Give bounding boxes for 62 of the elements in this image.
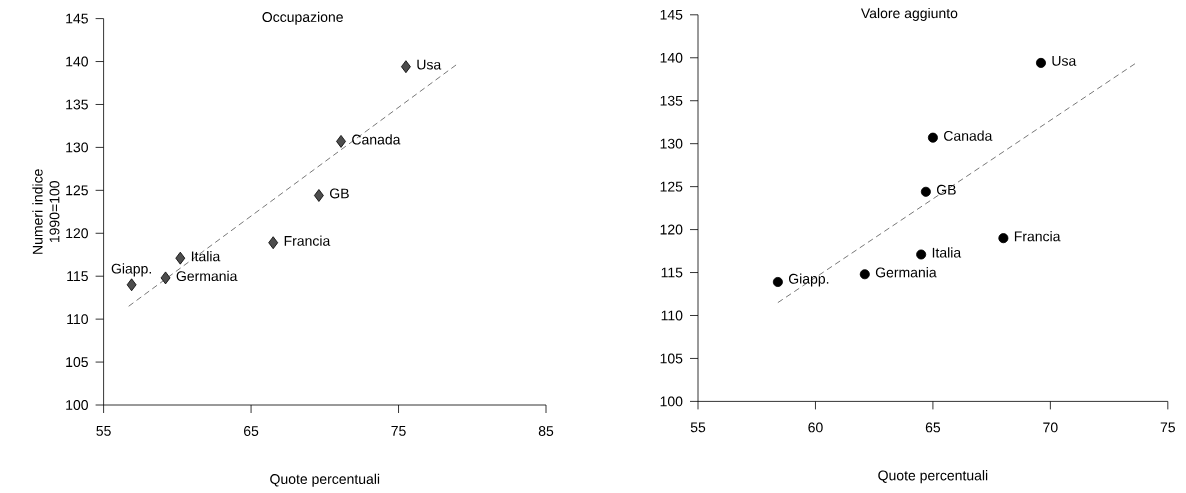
point — [314, 189, 324, 202]
annotation: GB — [330, 188, 349, 199]
annotation: Giapp. — [111, 263, 151, 277]
annotation: Francia — [1014, 231, 1061, 242]
x-tick-label: 75 — [1160, 422, 1175, 433]
y-tick-label: 100 — [660, 396, 683, 407]
y-tick-label: 110 — [67, 314, 88, 325]
point — [175, 251, 186, 265]
annotation: Francia — [284, 235, 331, 246]
point — [1035, 57, 1046, 68]
chart-title: Valore aggiunto — [860, 7, 958, 21]
annotation: Giapp. — [788, 273, 829, 287]
point — [126, 278, 137, 292]
y-tick-label: 130 — [660, 138, 683, 149]
point — [401, 60, 411, 74]
x-tick-label: 65 — [244, 426, 259, 436]
point — [160, 271, 171, 285]
annotation: Canada — [352, 134, 401, 145]
y-tick-label: 115 — [661, 267, 683, 278]
annotation: GB — [936, 184, 956, 195]
point — [859, 269, 870, 280]
y-tick-label: 145 — [660, 9, 683, 20]
y-tick-label: 105 — [66, 357, 88, 368]
y-axis-title: Numeri indice 1990=100 — [32, 169, 60, 254]
annotation: Usa — [1052, 56, 1077, 66]
x-tick-label: 70 — [1043, 422, 1058, 433]
chart-title: Occupazione — [262, 11, 343, 25]
annotation: Usa — [417, 59, 442, 70]
x-axis-title: Quote percentuali — [270, 473, 380, 487]
x-tick-label: 60 — [808, 422, 823, 433]
annotation: Italia — [191, 251, 221, 262]
y-tick-label: 115 — [67, 271, 88, 282]
annotation: Germania — [176, 270, 238, 282]
point — [772, 276, 783, 287]
y-tick-label: 140 — [66, 56, 88, 67]
x-tick-label: 65 — [925, 422, 941, 433]
annotation: Germania — [875, 267, 937, 278]
y-tick-label: 145 — [66, 13, 88, 24]
point — [916, 249, 927, 260]
y-tick-label: 130 — [66, 142, 88, 153]
point — [920, 186, 931, 197]
x-tick-label: 75 — [391, 426, 406, 436]
annotation: Canada — [944, 130, 993, 141]
x-tick-label: 55 — [96, 426, 111, 436]
y-tick-label: 100 — [66, 400, 88, 410]
y-tick-label: 105 — [660, 353, 683, 364]
y-tick-label: 110 — [661, 310, 683, 321]
y-tick-label: 140 — [660, 52, 683, 63]
y-tick-label: 125 — [66, 185, 88, 196]
y-tick-label: 125 — [660, 181, 683, 192]
y-tick-label: 135 — [660, 95, 683, 106]
x-tick-label: 85 — [538, 426, 554, 436]
point — [268, 236, 279, 250]
x-axis-title: Quote percentuali — [878, 470, 988, 484]
x-tick-label: 55 — [690, 422, 706, 433]
y-tick-label: 120 — [66, 228, 88, 239]
point — [336, 134, 346, 148]
y-tick-label: 120 — [660, 224, 683, 235]
point — [927, 132, 938, 143]
point — [998, 233, 1009, 244]
annotation: Italia — [932, 247, 962, 258]
y-tick-label: 135 — [66, 99, 88, 110]
